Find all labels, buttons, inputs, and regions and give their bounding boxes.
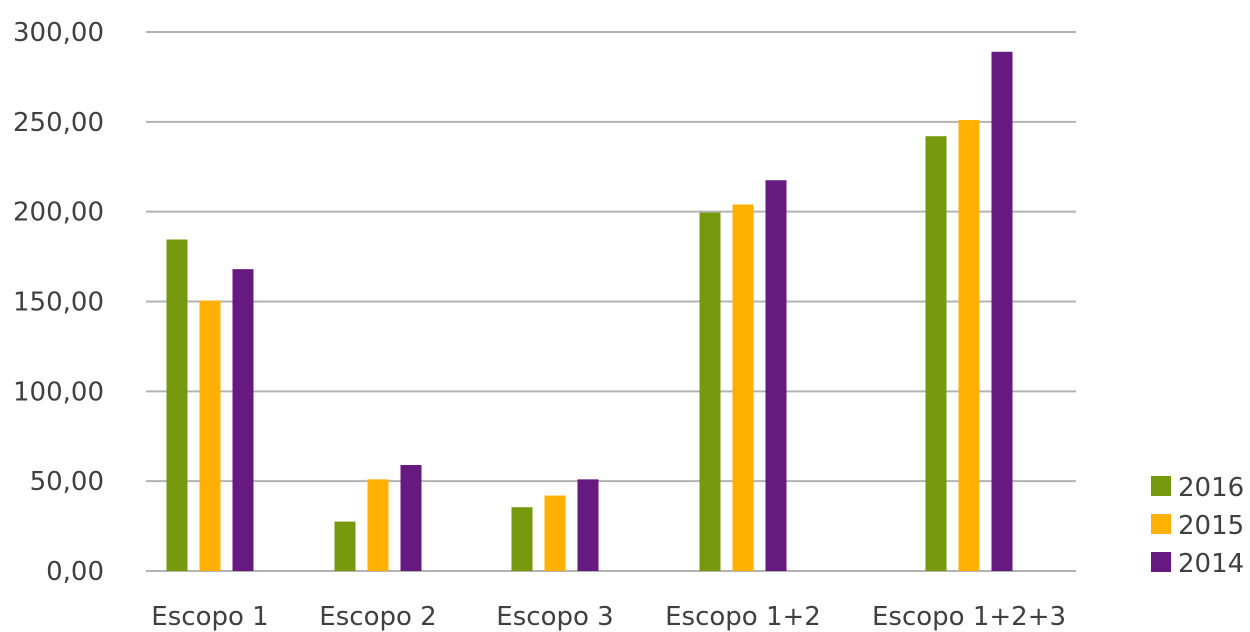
- y-tick-label: 50,00: [30, 467, 104, 497]
- y-tick-label: 200,00: [13, 198, 104, 228]
- x-category-label: Escopo 1+2: [665, 602, 821, 632]
- x-category-label: Escopo 3: [496, 602, 613, 632]
- bar-2015-escopo-2: [367, 479, 389, 571]
- legend-swatch: [1151, 552, 1171, 572]
- x-category-label: Escopo 1: [151, 602, 268, 632]
- legend-swatch: [1151, 476, 1171, 496]
- x-category-label: Escopo 1+2+3: [872, 602, 1066, 632]
- y-tick-label: 150,00: [13, 288, 104, 318]
- bar-2015-escopo-1: [199, 300, 221, 571]
- bar-2016-escopo-2: [334, 521, 356, 571]
- y-tick-label: 300,00: [13, 18, 104, 48]
- bar-2014-escopo-2: [400, 464, 422, 571]
- legend-label: 2015: [1178, 511, 1244, 541]
- bar-2016-escopo-3: [511, 507, 533, 571]
- y-axis-tick-labels: 0,00 50,00 100,00 150,00 200,00 250,00 300,00: [13, 18, 104, 587]
- bar-2014-escopo-1-2: [765, 180, 787, 571]
- bar-2016-escopo-1: [166, 239, 188, 571]
- bar-2016-escopo-1-2: [699, 212, 721, 571]
- y-tick-label: 0,00: [46, 557, 104, 587]
- legend-label: 2016: [1178, 473, 1244, 503]
- x-axis-category-labels: Escopo 1 Escopo 2 Escopo 3 Escopo 1+2 Escopo…: [151, 602, 1066, 632]
- bar-2015-escopo-3: [544, 495, 566, 571]
- bar-2015-escopo-1-2-3: [958, 120, 980, 571]
- y-tick-label: 250,00: [13, 108, 104, 138]
- bar-2014-escopo-1-2-3: [991, 51, 1013, 572]
- legend: 2016 2015 2014: [1151, 473, 1244, 579]
- bar-2015-escopo-1-2: [732, 204, 754, 572]
- y-tick-label: 100,00: [13, 377, 104, 407]
- legend-label: 2014: [1178, 549, 1244, 579]
- bar-2014-escopo-1: [232, 269, 254, 571]
- bars: [166, 51, 1013, 572]
- bar-2016-escopo-1-2-3: [925, 136, 947, 571]
- x-category-label: Escopo 2: [319, 602, 436, 632]
- grid-lines: [146, 31, 1076, 572]
- bar-2014-escopo-3: [577, 479, 599, 571]
- legend-swatch: [1151, 514, 1171, 534]
